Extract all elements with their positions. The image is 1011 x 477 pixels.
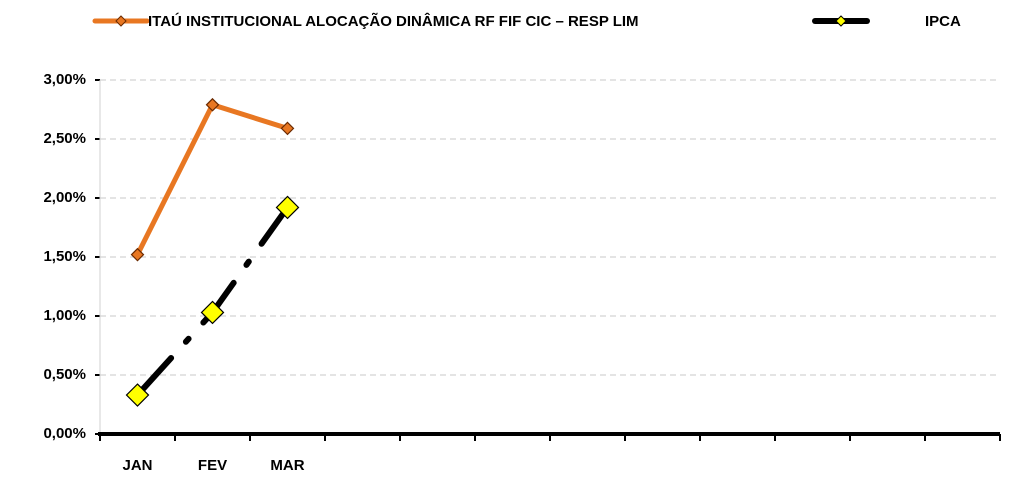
legend-label: IPCA bbox=[925, 13, 961, 30]
legend-label: ITAÚ INSTITUCIONAL ALOCAÇÃO DINÂMICA RF … bbox=[148, 12, 639, 30]
x-tick-label: MAR bbox=[270, 457, 304, 474]
marker bbox=[205, 97, 220, 112]
legend-marker bbox=[115, 15, 127, 27]
series-line bbox=[135, 102, 289, 256]
x-tick-label: JAN bbox=[122, 457, 152, 474]
x-tick-label: FEV bbox=[198, 457, 227, 474]
y-tick-label: 2,00% bbox=[43, 189, 86, 206]
marker bbox=[280, 121, 295, 136]
marker bbox=[275, 195, 300, 220]
y-tick-label: 1,50% bbox=[43, 248, 86, 265]
marker bbox=[200, 300, 225, 325]
y-tick-label: 1,00% bbox=[43, 307, 86, 324]
y-tick-label: 0,00% bbox=[43, 425, 86, 442]
y-tick-label: 3,00% bbox=[43, 71, 86, 88]
marker bbox=[130, 247, 145, 262]
legend-marker bbox=[835, 15, 847, 27]
y-tick-label: 0,50% bbox=[43, 366, 86, 383]
marker bbox=[125, 383, 150, 407]
y-tick-label: 2,50% bbox=[43, 130, 86, 147]
